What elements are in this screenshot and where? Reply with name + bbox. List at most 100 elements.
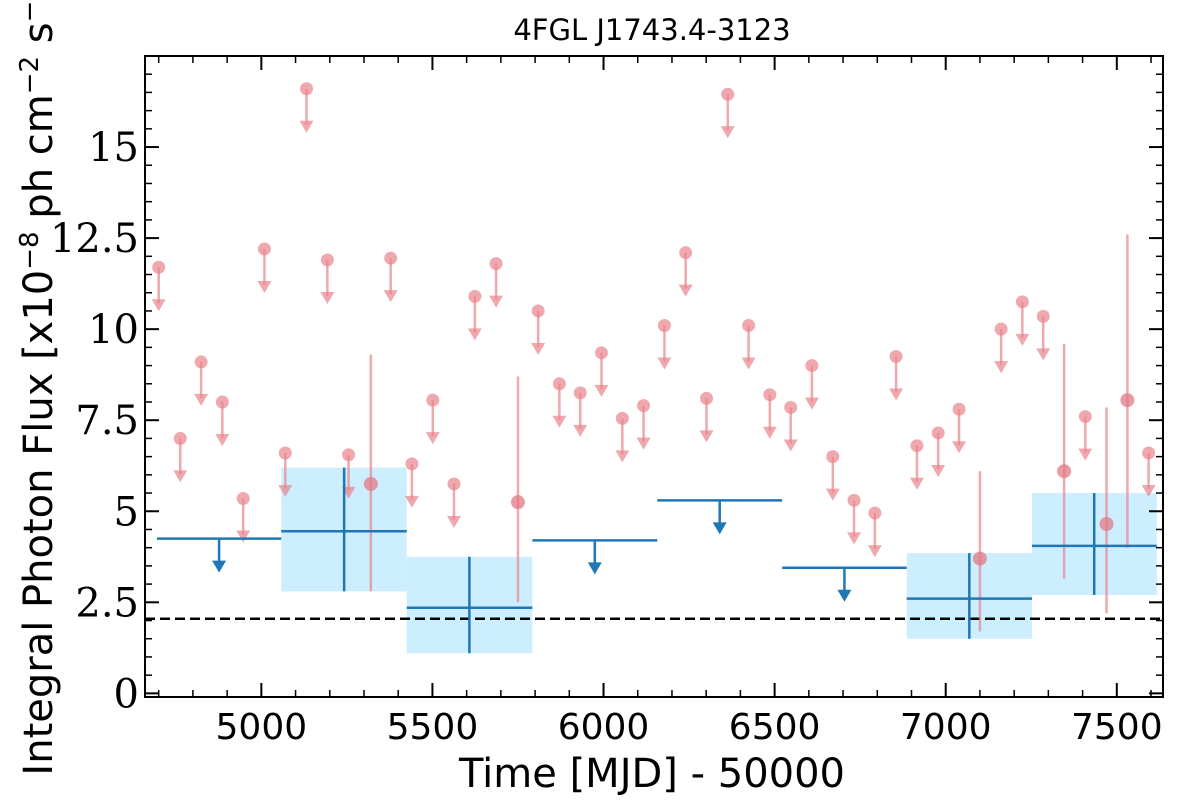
short-bin-upper-limit-arrow xyxy=(489,295,504,308)
x-tick-label: 5500 xyxy=(387,707,479,748)
short-bin-upper-limit-arrow xyxy=(151,299,166,312)
short-bin-detection-point xyxy=(363,476,378,491)
axes-frame xyxy=(144,55,1164,698)
short-bin-upper-limit-point xyxy=(426,393,440,407)
plot-clip-group xyxy=(145,82,1163,654)
x-tick-label: 7000 xyxy=(900,707,992,748)
short-bin-upper-limit-arrow xyxy=(657,357,672,370)
short-bin-upper-limit-arrow xyxy=(867,545,882,558)
short-bin-upper-limit-point xyxy=(910,439,924,453)
short-bin-upper-limit-arrow xyxy=(952,441,967,454)
short-bin-upper-limit-point xyxy=(300,82,314,96)
x-tick-label: 6500 xyxy=(729,707,821,748)
long-bin-upper-limit-arrow xyxy=(587,562,602,575)
y-tick-label: 7.5 xyxy=(75,398,139,444)
short-bin-upper-limit-arrow xyxy=(173,470,188,483)
short-bin-upper-limit-arrow xyxy=(299,120,314,133)
short-bin-upper-limit-point xyxy=(847,493,861,507)
short-bin-upper-limit-point xyxy=(173,431,187,445)
short-bin-upper-limit-arrow xyxy=(320,291,335,304)
short-bin-detection-point xyxy=(1057,464,1072,479)
short-bin-upper-limit-arrow xyxy=(552,415,567,428)
short-bin-upper-limit-point xyxy=(721,87,735,101)
long-bin-upper-limit-arrow xyxy=(712,522,727,535)
short-bin-upper-limit-point xyxy=(763,388,777,402)
short-bin-upper-limit-point xyxy=(552,377,566,391)
short-bin-upper-limit-arrow xyxy=(194,393,209,406)
y-axis-label-exponent: −1 xyxy=(15,0,45,22)
short-bin-upper-limit-arrow xyxy=(446,515,461,528)
y-axis-label-part: s xyxy=(16,22,62,56)
short-bin-upper-limit-point xyxy=(742,319,756,333)
y-axis-label: Integral Photon Flux [x10−8 ph cm−2 s−1] xyxy=(15,0,62,776)
short-bin-upper-limit-point xyxy=(320,253,334,267)
y-tick-label: 10 xyxy=(88,307,139,353)
x-tick-label: 7500 xyxy=(1071,707,1163,748)
short-bin-upper-limit-point xyxy=(1078,410,1092,424)
short-bin-upper-limit-arrow xyxy=(847,532,862,545)
short-bin-upper-limit-point xyxy=(194,355,208,369)
short-bin-upper-limit-point xyxy=(384,251,398,265)
short-bin-upper-limit-arrow xyxy=(1078,448,1093,461)
short-bin-upper-limit-point xyxy=(700,391,714,405)
short-bin-upper-limit-arrow xyxy=(994,361,1009,374)
short-bin-upper-limit-arrow xyxy=(404,495,419,508)
y-axis-label-part: ph cm xyxy=(16,94,62,231)
short-bin-upper-limit-arrow xyxy=(1036,348,1051,361)
short-bin-detection-point xyxy=(1120,393,1135,408)
short-bin-upper-limit-point xyxy=(1015,295,1029,309)
short-bin-upper-limit-point xyxy=(826,450,840,464)
short-bin-upper-limit-point xyxy=(805,359,819,373)
short-bin-upper-limit-arrow xyxy=(594,384,609,397)
y-tick-label: 2.5 xyxy=(75,580,139,626)
short-bin-upper-limit-point xyxy=(531,304,545,318)
short-bin-upper-limit-point xyxy=(573,386,587,400)
x-axis-label: Time [MJD] - 50000 xyxy=(458,751,845,797)
y-axis-label-exponent: −2 xyxy=(15,56,45,94)
short-bin-upper-limit-point xyxy=(931,426,945,440)
long-bin-upper-limit-arrow xyxy=(837,589,852,602)
short-bin-upper-limit-point xyxy=(952,402,966,416)
short-bin-upper-limit-point xyxy=(679,246,693,260)
plot-area xyxy=(145,82,1163,654)
short-bin-upper-limit-arrow xyxy=(531,342,546,355)
short-bin-upper-limit-point xyxy=(342,448,356,462)
short-bin-upper-limit-arrow xyxy=(573,424,588,437)
short-bin-upper-limit-point xyxy=(215,395,229,409)
short-bin-upper-limit-point xyxy=(637,399,651,413)
short-bin-upper-limit-point xyxy=(489,257,503,271)
y-tick-label: 15 xyxy=(88,125,139,171)
y-axis-label-exponent: −8 xyxy=(15,231,45,269)
short-bin-upper-limit-arrow xyxy=(909,477,924,490)
short-bin-detection-point xyxy=(510,495,525,510)
short-bin-detection-point xyxy=(1099,517,1114,532)
x-tick-label: 6000 xyxy=(558,707,650,748)
short-bin-upper-limit-point xyxy=(615,411,629,425)
short-bin-detection-point xyxy=(972,551,987,566)
short-bin-upper-limit-arrow xyxy=(215,433,230,446)
short-bin-upper-limit-arrow xyxy=(931,464,946,477)
short-bin-upper-limit-arrow xyxy=(236,530,251,543)
short-bin-upper-limit-point xyxy=(278,446,292,460)
short-bin-upper-limit-point xyxy=(236,492,250,506)
short-bin-upper-limit-arrow xyxy=(467,328,482,341)
short-bin-upper-limit-arrow xyxy=(678,284,693,297)
short-bin-upper-limit-point xyxy=(1142,446,1156,460)
short-bin-upper-limit-arrow xyxy=(825,488,840,501)
short-bin-upper-limit-point xyxy=(784,400,798,414)
short-bin-upper-limit-point xyxy=(594,346,608,360)
short-bin-upper-limit-arrow xyxy=(699,430,714,443)
short-bin-upper-limit-point xyxy=(868,506,882,520)
short-bin-upper-limit-point xyxy=(447,477,461,491)
short-bin-upper-limit-arrow xyxy=(1141,484,1156,497)
short-bin-upper-limit-arrow xyxy=(257,281,272,294)
y-axis-label-part: Integral Photon Flux [x10 xyxy=(16,270,62,776)
short-bin-upper-limit-arrow xyxy=(741,357,756,370)
short-bin-upper-limit-arrow xyxy=(636,437,651,450)
short-bin-upper-limit-arrow xyxy=(278,484,293,497)
short-bin-upper-limit-point xyxy=(257,242,271,256)
short-bin-upper-limit-arrow xyxy=(615,450,630,463)
y-tick-label: 0 xyxy=(114,671,139,717)
